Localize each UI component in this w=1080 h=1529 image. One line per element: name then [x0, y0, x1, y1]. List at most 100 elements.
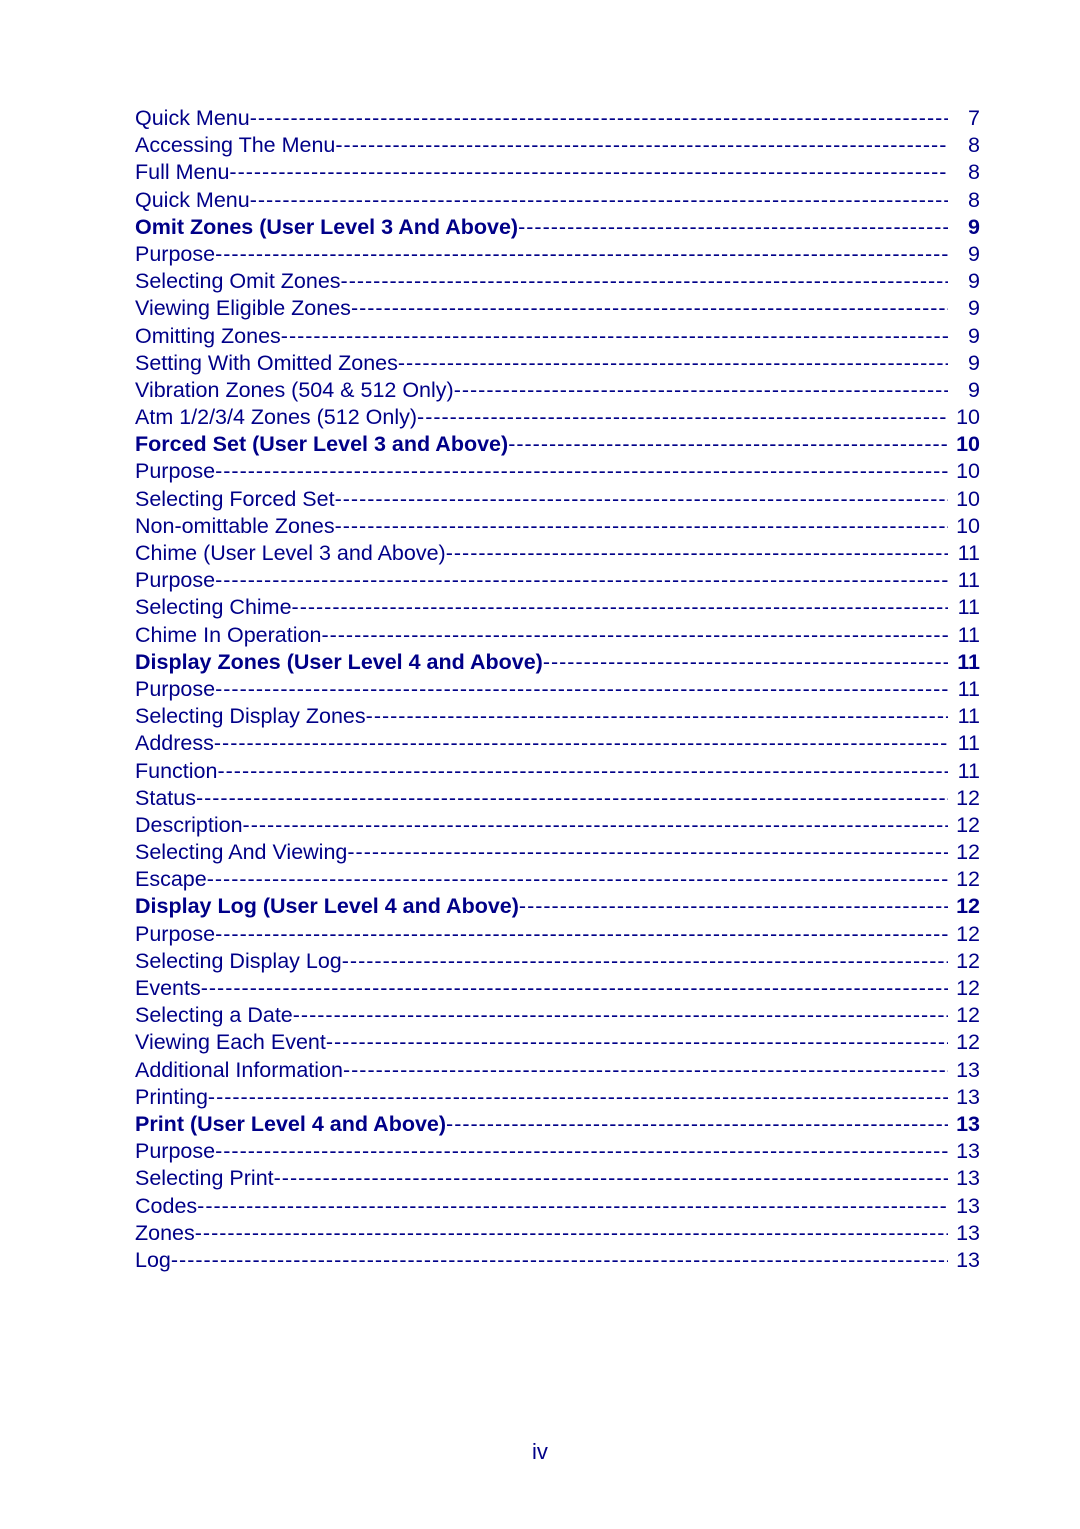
toc-entry-label: Non-omittable Zones	[135, 516, 335, 538]
toc-leader	[195, 1223, 948, 1245]
toc-entry-page: 8	[948, 190, 980, 212]
toc-leader	[215, 461, 948, 483]
toc-entry: Escape 12	[135, 869, 980, 891]
toc-leader	[171, 1250, 948, 1272]
toc-leader	[274, 1168, 948, 1190]
toc-entry: Non-omittable Zones 10	[135, 516, 980, 538]
toc-entry-page: 13	[948, 1141, 980, 1163]
toc-entry-page: 12	[948, 1005, 980, 1027]
toc-entry: Purpose 9	[135, 244, 980, 266]
toc-entry-label: Purpose	[135, 570, 215, 592]
toc-leader	[208, 1087, 948, 1109]
toc-entry-label: Additional Information	[135, 1060, 343, 1082]
toc-entry-label: Quick Menu	[135, 190, 250, 212]
toc-entry: Selecting And Viewing 12	[135, 842, 980, 864]
toc-entry: Purpose 12	[135, 924, 980, 946]
toc-leader	[250, 108, 948, 130]
toc-entry: Vibration Zones (504 & 512 Only) 9	[135, 380, 980, 402]
toc-leader	[335, 489, 948, 511]
toc-entry: Codes13	[135, 1196, 980, 1218]
toc-leader	[508, 434, 948, 456]
toc-entry-page: 9	[948, 326, 980, 348]
toc-entry: Chime In Operation 11	[135, 625, 980, 647]
toc-entry-label: Escape	[135, 869, 207, 891]
toc-leader	[215, 924, 948, 946]
toc-entry-page: 10	[948, 489, 980, 511]
toc-leader	[326, 1032, 948, 1054]
toc-leader	[207, 869, 948, 891]
toc-entry-label: Quick Menu	[135, 108, 250, 130]
toc-entry: Additional Information 13	[135, 1060, 980, 1082]
toc-leader	[197, 1196, 948, 1218]
toc-entry-label: Function	[135, 761, 217, 783]
toc-entry-label: Selecting Omit Zones	[135, 271, 341, 293]
toc-entry: Omit Zones (User Level 3 And Above)9	[135, 217, 980, 239]
page-number: iv	[0, 1439, 1080, 1465]
toc-entry-label: Display Log (User Level 4 and Above)	[135, 896, 519, 918]
toc-entry-label: Vibration Zones (504 & 512 Only)	[135, 380, 454, 402]
toc-entry-page: 13	[948, 1250, 980, 1272]
toc-entry-label: Selecting Forced Set	[135, 489, 335, 511]
toc-leader	[229, 162, 948, 184]
toc-entry-label: Purpose	[135, 1141, 215, 1163]
toc-leader	[342, 951, 948, 973]
toc-entry: Viewing Each Event 12	[135, 1032, 980, 1054]
toc-leader	[343, 1060, 948, 1082]
toc-entry: Purpose 11	[135, 570, 980, 592]
toc-entry-label: Purpose	[135, 461, 215, 483]
toc-entry: Selecting Display Zones11	[135, 706, 980, 728]
document-page: Quick Menu 7Accessing The Menu8Full Menu…	[0, 0, 1080, 1529]
toc-entry: Function 11	[135, 761, 980, 783]
toc-entry-page: 12	[948, 815, 980, 837]
toc-entry: Events 12	[135, 978, 980, 1000]
toc-entry-page: 11	[948, 679, 980, 701]
toc-leader	[201, 978, 948, 1000]
toc-leader	[335, 135, 948, 157]
table-of-contents: Quick Menu 7Accessing The Menu8Full Menu…	[135, 108, 980, 1271]
toc-leader	[518, 217, 948, 239]
toc-leader	[217, 761, 948, 783]
toc-entry-page: 10	[948, 407, 980, 429]
toc-entry-label: Status	[135, 788, 196, 810]
toc-entry-page: 12	[948, 896, 980, 918]
toc-leader	[196, 788, 948, 810]
toc-entry-page: 13	[948, 1196, 980, 1218]
toc-entry-label: Purpose	[135, 244, 215, 266]
toc-leader	[293, 1005, 948, 1027]
toc-leader	[398, 353, 948, 375]
toc-entry-label: Events	[135, 978, 201, 1000]
toc-entry-page: 9	[948, 217, 980, 239]
toc-leader	[543, 652, 948, 674]
toc-entry-page: 10	[948, 516, 980, 538]
toc-entry: Display Log (User Level 4 and Above) 12	[135, 896, 980, 918]
toc-entry-page: 9	[948, 298, 980, 320]
toc-entry-page: 11	[948, 543, 980, 565]
toc-entry-page: 9	[948, 271, 980, 293]
toc-entry: Selecting Display Log12	[135, 951, 980, 973]
toc-entry-page: 11	[948, 761, 980, 783]
toc-entry: Log 13	[135, 1250, 980, 1272]
toc-entry-page: 8	[948, 162, 980, 184]
toc-leader	[519, 896, 948, 918]
toc-entry: Selecting Omit Zones 9	[135, 271, 980, 293]
toc-entry-page: 13	[948, 1060, 980, 1082]
toc-entry: Selecting Print 13	[135, 1168, 980, 1190]
toc-entry-page: 10	[948, 461, 980, 483]
toc-leader	[446, 1114, 948, 1136]
toc-entry-label: Address	[135, 733, 214, 755]
toc-entry-page: 10	[948, 434, 980, 456]
toc-leader	[215, 570, 948, 592]
toc-entry-page: 11	[948, 625, 980, 647]
toc-entry-page: 13	[948, 1114, 980, 1136]
toc-entry-label: Full Menu	[135, 162, 229, 184]
toc-entry-page: 11	[948, 706, 980, 728]
toc-entry: Address 11	[135, 733, 980, 755]
toc-entry: Accessing The Menu8	[135, 135, 980, 157]
toc-entry-page: 13	[948, 1087, 980, 1109]
toc-entry: Omitting Zones 9	[135, 326, 980, 348]
toc-entry-label: Purpose	[135, 679, 215, 701]
toc-leader	[347, 842, 948, 864]
toc-entry-page: 11	[948, 597, 980, 619]
toc-entry: Selecting a Date 12	[135, 1005, 980, 1027]
toc-leader	[250, 190, 948, 212]
